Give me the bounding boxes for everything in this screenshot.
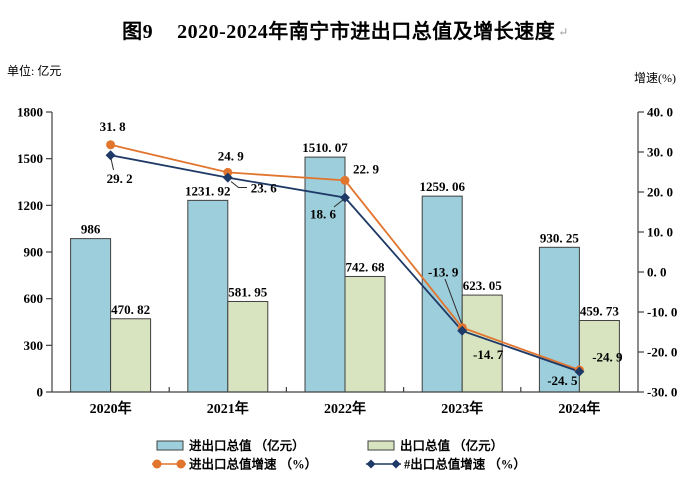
bar-import_export_total-3	[421, 195, 463, 393]
marker-diamond-export_growth-3	[457, 325, 468, 336]
leader-line-export-growth-2	[333, 199, 344, 208]
point-label-import_export_growth-0: 31. 8	[100, 119, 127, 134]
bar-label-export_total-2: 742. 68	[346, 259, 386, 274]
point-label-export_growth-3: -14. 7	[473, 347, 504, 362]
leader-line-import-export-growth-3	[444, 278, 462, 324]
legend-label-export_growth: #出口总值增速 （%）	[404, 457, 526, 472]
left-axis-tick-label: 600	[24, 291, 44, 306]
right-axis-tick-label: 10. 0	[647, 225, 673, 240]
figure-number-label: 图9	[122, 21, 154, 43]
left-axis-tick-label: 0	[37, 385, 44, 400]
right-axis-tick-label: 30. 0	[647, 145, 673, 160]
left-axis-tick-label: 1200	[17, 198, 43, 213]
point-label-export_growth-4: -24. 9	[592, 350, 623, 365]
right-axis-tick-label: 0. 0	[647, 265, 667, 280]
category-label-4: 2024年	[558, 400, 600, 417]
legend-marker-diamond-export_growth	[391, 459, 401, 469]
bar-import_export_total-0	[70, 238, 112, 393]
marker-diamond-export_growth-4	[574, 366, 585, 377]
right-axis-tick-label: -20. 0	[647, 345, 677, 360]
bar-import_export_total-1	[187, 199, 229, 393]
legend-label-export_total: 出口总值 （亿元）	[400, 438, 503, 453]
legend-swatch-export_total	[367, 440, 395, 451]
marker-circle-import_export_growth-2	[340, 175, 350, 185]
marker-circle-import_export_growth-0	[106, 140, 116, 150]
bar-label-export_total-4: 459. 73	[580, 303, 620, 318]
category-label-1: 2021年	[207, 400, 249, 417]
point-label-import_export_growth-4: -24. 5	[547, 373, 578, 388]
bar-export_total-2	[344, 275, 386, 393]
leader-line-export-growth-0	[110, 158, 114, 171]
bar-label-import_export_total-2: 1510. 07	[302, 140, 348, 155]
right-axis-unit-label: 增速(%)	[634, 71, 676, 85]
point-label-import_export_growth-1: 24. 9	[218, 148, 245, 163]
right-axis-tick-label: 20. 0	[647, 185, 673, 200]
bar-export_total-4	[578, 319, 620, 393]
leader-line-export-growth-1	[230, 181, 247, 188]
category-label-0: 2020年	[90, 400, 132, 417]
marker-circle-import_export_growth-1	[223, 167, 233, 177]
legend-label-import_export_growth: 进出口总值增速 （%）	[189, 457, 317, 472]
point-label-import_export_growth-3: -13. 9	[428, 265, 459, 280]
category-label-3: 2023年	[441, 400, 483, 417]
bar-label-export_total-0: 470. 82	[111, 302, 150, 317]
bar-label-export_total-1: 581. 95	[228, 284, 268, 299]
left-axis-unit-label: 单位: 亿元	[7, 64, 62, 78]
bar-label-import_export_total-4: 930. 25	[540, 230, 580, 245]
right-axis-tick-label: -30. 0	[647, 385, 677, 400]
right-axis-tick-label: 40. 0	[647, 105, 673, 120]
page-title: 图9 2020-2024年南宁市进出口总值及增长速度 ↵	[0, 15, 691, 44]
bar-label-import_export_total-1: 1231. 92	[185, 183, 231, 198]
bar-export_total-0	[110, 318, 152, 393]
legend-marker-circle-import_export_growth	[176, 459, 186, 469]
marker-diamond-export_growth-1	[222, 172, 233, 183]
legend-marker-diamond-export_growth	[366, 459, 376, 469]
point-label-import_export_growth-2: 22. 9	[353, 161, 380, 176]
left-axis-tick-label: 1800	[17, 105, 43, 120]
point-label-export_growth-0: 29. 2	[107, 171, 133, 186]
paragraph-mark-icon: ↵	[558, 25, 569, 39]
marker-diamond-export_growth-0	[105, 150, 116, 161]
left-axis-tick-label: 900	[24, 245, 44, 260]
bar-label-import_export_total-0: 986	[81, 222, 101, 237]
point-label-export_growth-2: 18. 6	[310, 207, 337, 222]
bar-label-import_export_total-3: 1259. 06	[419, 179, 465, 194]
legend-label-import_export_total: 进出口总值 （亿元）	[189, 438, 305, 453]
left-axis-tick-label: 300	[24, 338, 44, 353]
left-axis-tick-label: 1500	[17, 151, 43, 166]
point-label-export_growth-1: 23. 6	[251, 181, 278, 196]
title-text: 2020-2024年南宁市进出口总值及增长速度	[177, 21, 556, 43]
right-axis-tick-label: -10. 0	[647, 305, 677, 320]
category-label-2: 2022年	[324, 400, 366, 417]
bar-export_total-1	[227, 300, 269, 393]
bar-label-export_total-3: 623. 05	[463, 278, 503, 293]
legend-swatch-import_export_total	[156, 440, 184, 451]
bar-export_total-3	[461, 294, 503, 393]
legend-marker-circle-import_export_growth	[152, 459, 162, 469]
